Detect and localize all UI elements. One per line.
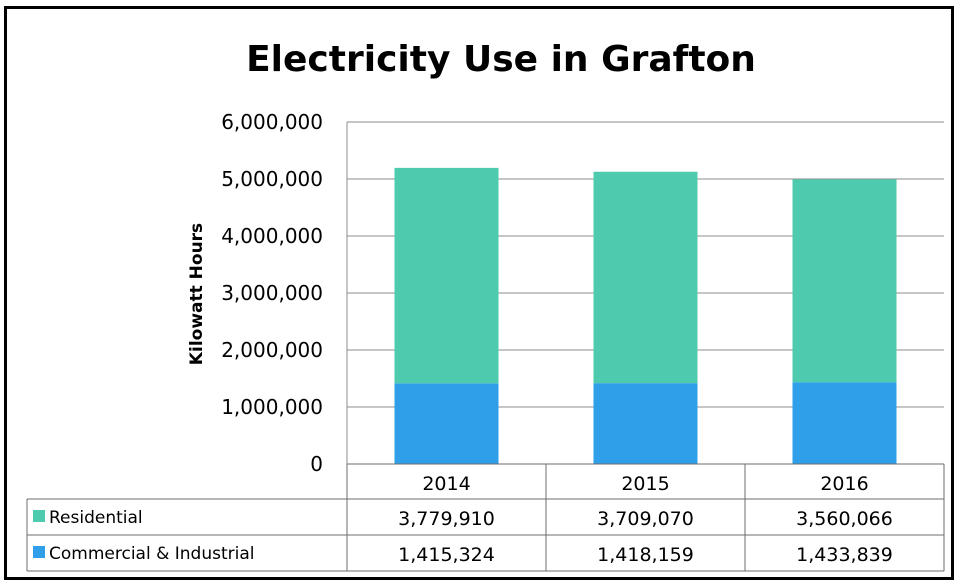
table-cell: 1,415,324 (398, 544, 495, 566)
table-cell: 3,709,070 (597, 508, 694, 530)
bar-residential-2014 (394, 167, 499, 384)
legend-key (33, 510, 45, 522)
y-tick-label: 0 (310, 452, 323, 476)
bar-commercial-industrial-2014 (394, 383, 499, 464)
bar-residential-2016 (792, 179, 897, 383)
table-cell: 1,433,839 (796, 544, 893, 566)
y-tick-label: 1,000,000 (221, 395, 323, 419)
y-axis-ticks: 0 1,000,000 2,000,000 3,000,000 4,000,000 5,0… (221, 110, 323, 476)
y-tick-label: 5,000,000 (221, 167, 323, 191)
bar-residential-2015 (593, 171, 698, 384)
data-table: 2014 2015 2016 Residential 3,779,910 3,709,07… (26, 463, 945, 572)
x-category-label: 2015 (621, 473, 669, 495)
chart-canvas: Electricity Use in Grafton Kilowatt Hour… (26, 39, 945, 572)
table-row-label: Residential (49, 508, 143, 528)
legend-key (33, 546, 45, 558)
bar-commercial-industrial-2016 (792, 382, 897, 464)
y-tick-label: 2,000,000 (221, 338, 323, 362)
bars (394, 167, 897, 464)
y-tick-label: 3,000,000 (221, 281, 323, 305)
bar-commercial-industrial-2015 (593, 383, 698, 464)
x-category-label: 2016 (820, 473, 868, 495)
table-cell: 3,560,066 (796, 508, 893, 530)
y-axis-label: Kilowatt Hours (187, 223, 207, 365)
x-category-label: 2014 (422, 473, 470, 495)
table-cell: 3,779,910 (398, 508, 495, 530)
chart-title: Electricity Use in Grafton (246, 39, 756, 80)
chart-frame: Electricity Use in Grafton Kilowatt Hour… (4, 6, 954, 580)
y-tick-label: 4,000,000 (221, 224, 323, 248)
table-row-label: Commercial & Industrial (49, 544, 254, 564)
table-cell: 1,418,159 (597, 544, 694, 566)
y-tick-label: 6,000,000 (221, 110, 323, 134)
